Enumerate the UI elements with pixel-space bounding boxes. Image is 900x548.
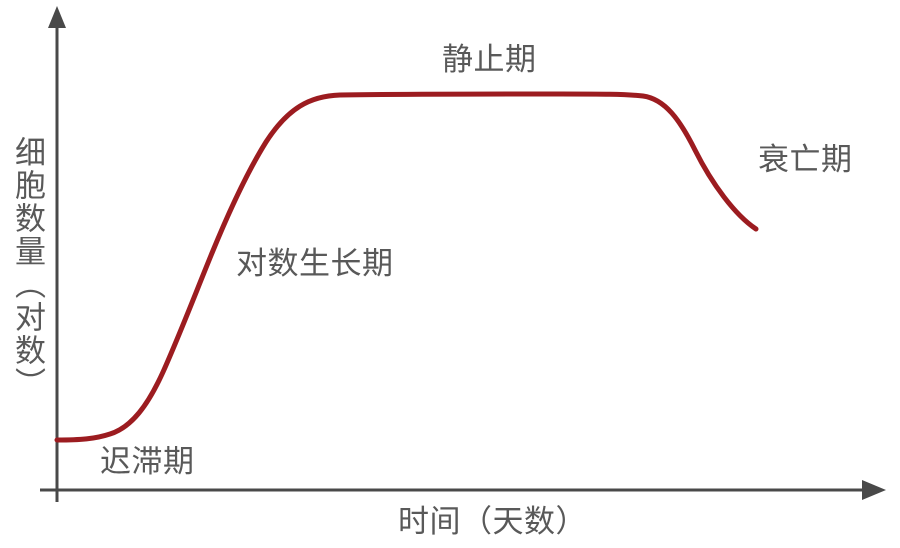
x-axis-arrow-icon [862,480,886,500]
y-axis-arrow-icon [48,6,66,28]
growth-curve-line [54,91,759,443]
x-axis-label: 时间（天数） [398,504,587,540]
annotation-death-phase: 衰亡期 [758,142,853,178]
annotation-log-growth-phase: 对数生长期 [236,246,394,282]
y-axis-label: 细胞数量（对数） [9,136,45,400]
annotation-stationary-phase: 静止期 [442,42,537,78]
annotation-lag-phase: 迟滞期 [100,444,195,480]
